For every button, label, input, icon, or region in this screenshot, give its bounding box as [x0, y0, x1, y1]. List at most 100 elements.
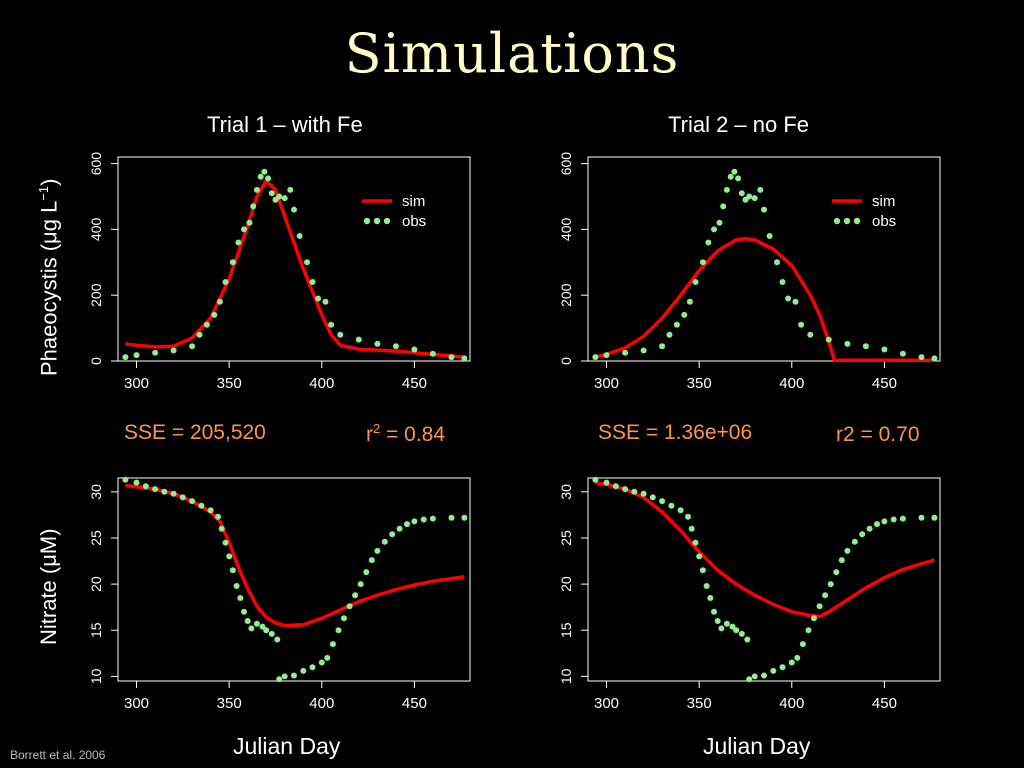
phaeo-fe-x-tick-label: 400: [309, 375, 334, 392]
phaeo-fe-obs-point: [241, 226, 247, 233]
phaeo-nofe-x-tick-label: 450: [872, 375, 897, 392]
phaeo-nofe-obs-point: [761, 206, 767, 213]
phaeo-fe-obs-point: [261, 168, 268, 175]
nitrate-nofe-obs-point: [838, 557, 845, 564]
nitrate-nofe-obs-point: [659, 498, 666, 505]
nitrate-nofe-y-tick-label: 25: [558, 530, 574, 546]
phaeo-fe-obs-point: [374, 340, 381, 347]
nitrate-nofe-obs-point: [811, 615, 817, 622]
phaeo-nofe-obs-point: [844, 340, 851, 347]
nitrate-nofe-x-tick-label: 350: [687, 695, 712, 712]
phaeo-fe-obs-point: [122, 354, 129, 361]
phaeo-nofe-y-tick-label: 400: [558, 217, 574, 241]
nitrate-nofe-obs-point: [714, 618, 721, 624]
phaeo-fe-obs-point: [304, 259, 310, 266]
phaeo-fe-obs-point: [309, 279, 316, 285]
nitrate-fe-x-tick-label: 400: [309, 695, 334, 712]
phaeo-nofe-x-tick-label: 400: [779, 375, 804, 392]
phaeo-nofe-obs-point: [686, 298, 693, 305]
phaeo-nofe-obs-point: [881, 346, 888, 353]
phaeo-nofe-obs-point: [774, 259, 780, 266]
nitrate-nofe-obs-point: [918, 514, 925, 521]
phaeo-fe-obs-point: [322, 298, 329, 305]
nitrate-fe-obs-point: [396, 525, 403, 532]
trial-2-r2-value: = 0.70: [854, 423, 920, 446]
nitrate-fe-obs-point: [281, 673, 288, 680]
nitrate-nofe-obs-point: [866, 525, 873, 532]
phaeo-nofe-obs-point: [705, 239, 712, 246]
nitrate-fe-y-tick-label: 30: [88, 484, 104, 500]
phaeo-nofe-obs-point: [592, 354, 599, 361]
nitrate-fe-obs-point: [324, 654, 331, 661]
phaeo-nofe-obs-point: [825, 336, 832, 343]
nitrate-fe-obs-point: [461, 514, 468, 521]
phaeo-fe-obs-point: [328, 321, 335, 328]
phaeo-fe-legend-obs-swatch: [373, 217, 381, 225]
source-credit: Borrett et al. 2006: [10, 748, 106, 762]
phaeo-nofe-obs-point: [622, 349, 629, 356]
phaeo-nofe-sim-line: [594, 236, 935, 363]
phaeo-fe-obs-point: [203, 321, 210, 328]
nitrate-fe-obs-point: [318, 659, 325, 666]
nitrate-nofe-obs-point: [649, 494, 656, 501]
nitrate-fe-obs-point: [207, 507, 214, 514]
nitrate-fe-x-tick-label: 350: [217, 695, 242, 712]
nitrate-nofe-obs-point: [718, 625, 725, 632]
phaeo-nofe-obs-point: [918, 354, 925, 361]
phaeo-nofe-y-tick-label: 600: [558, 152, 574, 176]
trial-1-r2-value: = 0.84: [380, 423, 446, 446]
nitrate-fe-obs-point: [389, 531, 396, 538]
nitrate-nofe-x-tick-label: 450: [872, 695, 897, 712]
x-axis-label-right: Julian Day: [703, 733, 811, 759]
phaeo-fe-y-tick-label: 600: [88, 152, 104, 176]
phaeo-nofe-y-tick-label: 200: [558, 283, 574, 307]
phaeo-nofe-obs-point: [681, 311, 688, 318]
phaeo-fe-obs-point: [229, 259, 236, 266]
phaeo-nofe-obs-point: [931, 355, 938, 362]
phaeo-fe-obs-point: [216, 298, 223, 305]
nitrate-nofe-obs-point: [729, 623, 736, 630]
nitrate-nofe-plot-frame: [587, 477, 941, 682]
phaeo-nofe-obs-point: [720, 203, 727, 210]
nitrate-nofe-obs-point: [640, 490, 647, 497]
phaeo-fe-obs-point: [276, 193, 283, 200]
nitrate-nofe-obs-point: [816, 603, 823, 610]
nitrate-nofe-obs-point: [668, 502, 675, 509]
trial-2-sse: SSE = 1.36e+06: [598, 421, 753, 444]
nitrate-fe-obs-point: [404, 521, 410, 528]
phaeo-nofe-obs-point: [862, 343, 869, 350]
nitrate-fe-obs-point: [259, 623, 266, 630]
nitrate-nofe-obs-point: [703, 583, 710, 589]
nitrate-fe-obs-point: [244, 618, 251, 624]
nitrate-nofe-obs-point: [744, 636, 751, 643]
nitrate-fe-obs-point: [170, 490, 177, 497]
phaeo-fe-obs-point: [291, 206, 297, 213]
nitrate-fe-obs-point: [274, 636, 281, 643]
phaeo-fe-y-tick-label: 400: [88, 217, 104, 241]
phaeo-fe-obs-point: [461, 355, 468, 362]
phaeo-nofe-obs-point: [735, 175, 742, 182]
nitrate-nofe-obs-point: [788, 659, 795, 666]
phaeo-nofe-legend-obs-label: obs: [872, 213, 896, 230]
nitrate-fe-obs-point: [291, 672, 297, 679]
nitrate-fe-obs-point: [381, 538, 388, 545]
phaeo-fe-obs-point: [246, 219, 253, 226]
phaeo-nofe-obs-point: [807, 331, 814, 338]
nitrate-fe-obs-point: [198, 502, 205, 509]
nitrate-fe-obs-point: [222, 539, 229, 546]
nitrate-nofe-obs-point: [794, 654, 801, 661]
phaeo-fe-obs-point: [315, 295, 322, 302]
phaeo-nofe-obs-point: [798, 321, 805, 328]
nitrate-nofe-obs-point: [688, 525, 695, 532]
trial-2-title: Trial 2 – no Fe: [668, 112, 810, 137]
phaeo-fe-obs-point: [337, 331, 344, 338]
nitrate-nofe-obs-point: [711, 608, 717, 615]
phaeo-nofe-obs-point: [723, 186, 730, 193]
trial-2-r2-prefix: r2: [836, 423, 855, 446]
phaeo-nofe-obs-point: [899, 350, 906, 357]
nitrate-fe-obs-point: [133, 479, 140, 486]
phaeo-fe-obs-point: [296, 233, 303, 239]
nitrate-fe-y-tick-label: 20: [88, 576, 104, 592]
nitrate-fe-obs-point: [233, 583, 240, 589]
phaeo-nofe-obs-point: [673, 321, 680, 328]
